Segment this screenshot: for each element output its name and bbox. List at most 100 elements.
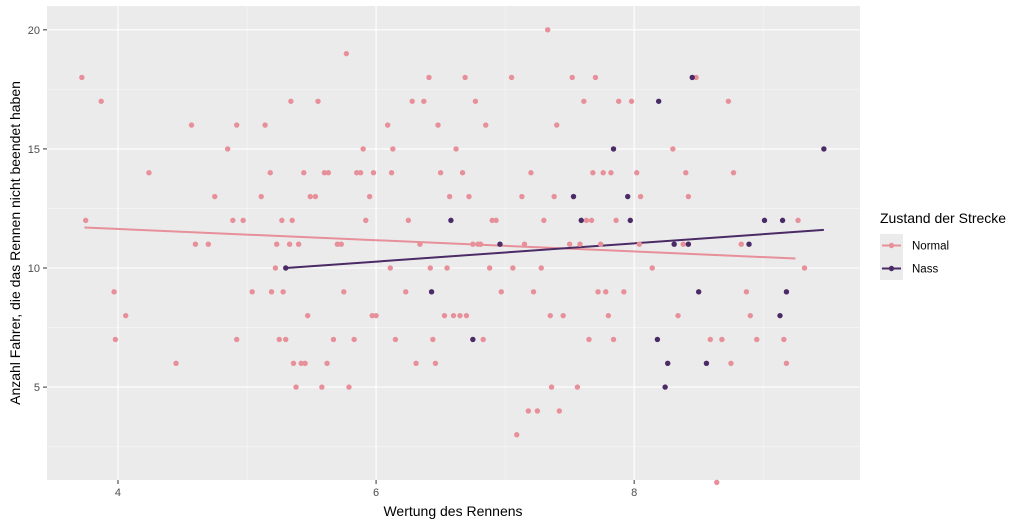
x-tick-label: 6 — [373, 487, 379, 499]
data-point-normal — [754, 336, 760, 343]
data-point-normal — [173, 360, 179, 366]
data-point-normal — [330, 336, 337, 343]
data-point-normal — [249, 289, 255, 295]
data-point-normal — [457, 312, 463, 319]
data-point-normal — [267, 170, 273, 176]
data-point-normal — [224, 146, 231, 152]
data-point-normal — [675, 312, 681, 319]
data-point-normal — [240, 217, 246, 224]
y-tick-label: 5 — [34, 382, 40, 394]
data-point-normal — [112, 336, 119, 343]
data-point-normal — [421, 98, 427, 104]
data-point-normal — [430, 336, 436, 343]
data-point-nass — [777, 312, 783, 319]
data-point-normal — [369, 312, 375, 319]
data-point-normal — [321, 170, 328, 176]
data-point-normal — [649, 265, 655, 271]
data-point-normal — [446, 193, 453, 200]
data-point-normal — [212, 193, 218, 200]
data-point-normal — [123, 312, 129, 319]
data-point-normal — [426, 74, 432, 81]
data-point-normal — [293, 384, 299, 390]
data-point-nass — [627, 217, 633, 224]
data-points — [79, 27, 827, 486]
data-point-normal — [528, 170, 534, 176]
data-point-normal — [719, 336, 725, 343]
legend-label: Normal — [912, 241, 949, 253]
data-point-normal — [637, 193, 644, 200]
data-point-nass — [779, 217, 786, 224]
data-point-nass — [578, 217, 584, 224]
data-point-normal — [493, 217, 499, 224]
data-point-normal — [146, 170, 152, 176]
data-point-normal — [530, 289, 537, 295]
data-point-nass — [283, 265, 289, 271]
data-point-normal — [83, 217, 89, 224]
data-point-normal — [603, 289, 609, 295]
data-point-normal — [360, 146, 366, 152]
data-point-normal — [301, 170, 307, 176]
data-point-nass — [610, 146, 617, 152]
legend-key-point — [888, 265, 895, 272]
data-point-normal — [295, 241, 302, 247]
data-point-nass — [662, 384, 668, 390]
data-point-nass — [761, 217, 768, 224]
data-point-nass — [821, 146, 827, 152]
data-point-nass — [448, 217, 454, 224]
data-point-normal — [274, 241, 280, 247]
data-point-normal — [556, 408, 563, 414]
data-point-normal — [693, 74, 699, 81]
data-point-normal — [521, 241, 528, 247]
data-point-normal — [279, 217, 285, 224]
data-point-normal — [743, 289, 750, 295]
data-point-normal — [560, 312, 566, 319]
data-point-normal — [707, 336, 714, 343]
data-point-nass — [428, 289, 435, 295]
data-point-normal — [205, 241, 212, 247]
data-point-normal — [610, 336, 617, 343]
data-point-normal — [403, 289, 409, 295]
data-point-nass — [470, 336, 476, 343]
data-point-normal — [298, 360, 304, 366]
data-point-normal — [730, 170, 737, 176]
data-point-normal — [258, 193, 264, 200]
data-point-normal — [289, 217, 295, 224]
data-point-nass — [746, 241, 752, 247]
data-point-normal — [541, 217, 547, 224]
data-point-normal — [470, 241, 476, 247]
data-point-normal — [801, 265, 808, 271]
y-tick-label: 20 — [28, 25, 40, 37]
data-point-normal — [615, 98, 622, 104]
data-point-normal — [551, 193, 557, 200]
data-point-normal — [325, 170, 332, 176]
data-point-normal — [472, 98, 479, 104]
data-point-normal — [262, 122, 268, 128]
data-point-normal — [554, 122, 560, 128]
data-point-normal — [581, 98, 587, 104]
data-point-normal — [384, 122, 391, 128]
data-point-normal — [405, 217, 412, 224]
data-point-normal — [634, 170, 640, 176]
legend-item-normal: Normal — [880, 234, 949, 257]
y-axis-title: Anzahl Fahrer, die das Rennen nicht been… — [7, 81, 23, 405]
data-point-normal — [683, 170, 689, 176]
data-point-normal — [459, 170, 466, 176]
data-point-normal — [670, 146, 676, 152]
data-point-normal — [388, 170, 395, 176]
data-point-normal — [111, 289, 117, 295]
data-point-normal — [444, 265, 450, 271]
trend-line-nass — [285, 228, 824, 270]
data-point-normal — [319, 384, 325, 390]
data-point-normal — [234, 336, 240, 343]
data-point-normal — [280, 289, 286, 295]
data-point-normal — [437, 170, 444, 176]
data-point-normal — [268, 289, 275, 295]
data-point-normal — [583, 217, 590, 224]
data-point-normal — [600, 170, 606, 176]
data-point-normal — [307, 193, 313, 200]
data-point-normal — [79, 74, 85, 81]
data-point-normal — [276, 336, 282, 343]
data-point-normal — [192, 241, 199, 247]
data-point-normal — [453, 146, 459, 152]
data-point-normal — [413, 360, 419, 366]
